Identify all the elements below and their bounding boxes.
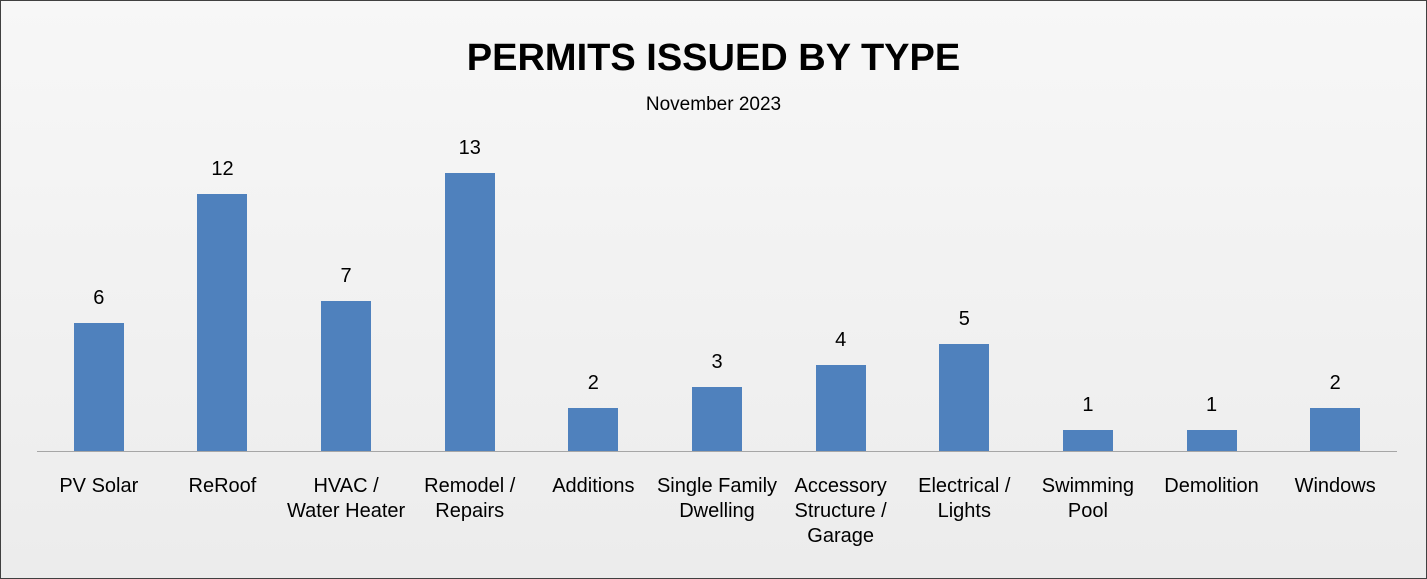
bar (444, 173, 495, 451)
data-label: 3 (711, 350, 723, 373)
bar (321, 301, 372, 451)
x-tick-label: Accessory Structure / Garage (794, 475, 887, 547)
bar (73, 322, 124, 451)
data-label: 5 (958, 308, 970, 331)
x-tick-label: Demolition (1164, 475, 1259, 497)
x-tick-label: Remodel / Repairs (424, 475, 516, 522)
x-tick-label: Swimming Pool (1041, 475, 1135, 522)
data-label: 2 (1329, 372, 1341, 395)
x-tick-label: HVAC / Water Heater (286, 475, 406, 522)
x-tick-label: Additions (552, 475, 635, 497)
x-tick-label: ReRoof (188, 475, 257, 497)
x-tick-label: Electrical / Lights (918, 475, 1011, 522)
x-axis (37, 451, 1397, 452)
chart-subtitle: November 2023 (645, 94, 782, 115)
bar (939, 344, 990, 451)
data-label: 6 (93, 286, 105, 309)
chart-title: PERMITS ISSUED BY TYPE (466, 37, 961, 79)
bar (197, 194, 248, 451)
bar (1062, 429, 1113, 451)
bar (815, 365, 866, 451)
data-label: 1 (1082, 393, 1094, 416)
data-label: 4 (835, 329, 847, 352)
bar (568, 408, 619, 451)
x-tick-label: Windows (1294, 475, 1376, 497)
data-label: 7 (340, 265, 352, 288)
data-label: 12 (211, 158, 234, 181)
data-label: 2 (587, 372, 599, 395)
bar (1310, 408, 1361, 451)
data-label: 1 (1205, 393, 1218, 416)
bar (692, 386, 742, 451)
x-tick-label: Single Family Dwelling (656, 475, 778, 522)
data-label: 13 (458, 137, 481, 159)
bar (1186, 429, 1237, 451)
x-tick-label: PV Solar (59, 475, 139, 497)
